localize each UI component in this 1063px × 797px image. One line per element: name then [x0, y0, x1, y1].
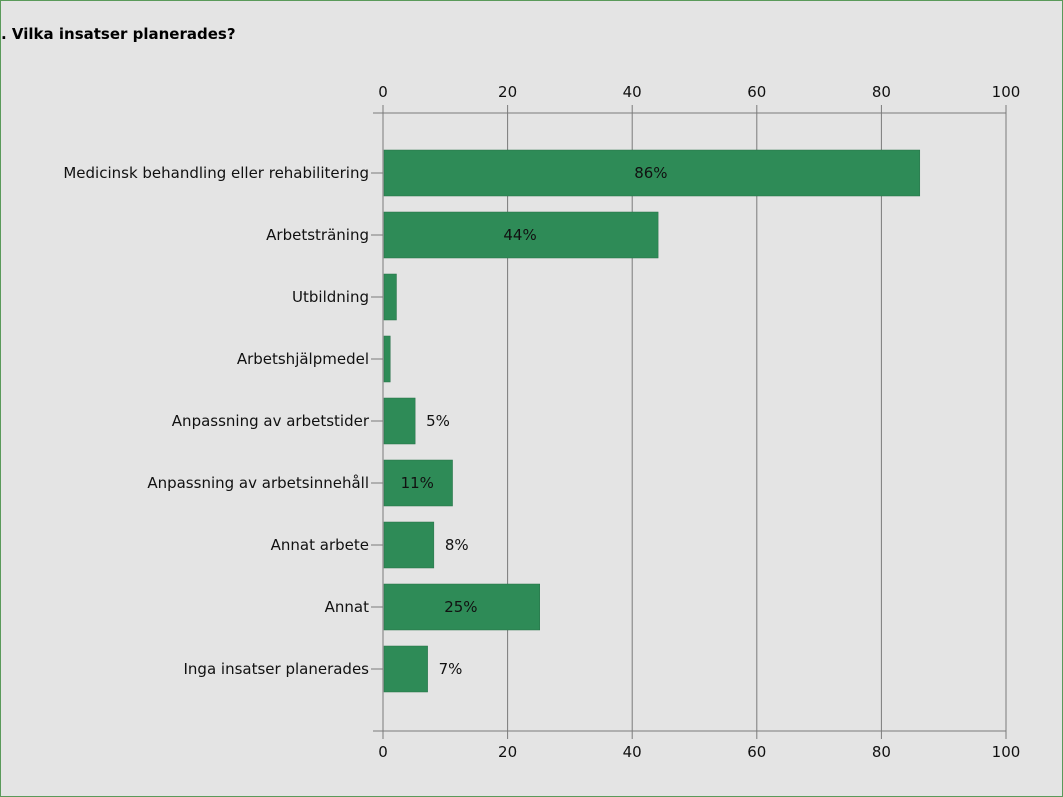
bar: [383, 459, 453, 507]
bar: [383, 397, 416, 445]
bar: [383, 583, 540, 631]
x-tick-label-bottom: 100: [992, 743, 1021, 761]
x-tick-label-top: 60: [747, 83, 766, 101]
data-label: 5%: [426, 412, 450, 430]
x-tick-label-top: 40: [623, 83, 642, 101]
category-label: Inga insatser planerades: [184, 660, 370, 678]
category-label: Annat arbete: [271, 536, 369, 554]
category-label: Medicinsk behandling eller rehabiliterin…: [63, 164, 369, 182]
x-tick-label-bottom: 80: [872, 743, 891, 761]
x-tick-label-bottom: 20: [498, 743, 517, 761]
category-label: Annat: [325, 598, 369, 616]
category-label: Arbetshjälpmedel: [237, 350, 369, 368]
data-label: 7%: [439, 660, 463, 678]
bar: [383, 645, 428, 693]
data-label: 25%: [444, 598, 477, 616]
x-tick-label-top: 0: [378, 83, 388, 101]
bar: [383, 273, 397, 321]
data-label: 8%: [445, 536, 469, 554]
category-label: Arbetsträning: [266, 226, 369, 244]
x-tick-label-top: 100: [992, 83, 1021, 101]
category-label: Anpassning av arbetsinnehåll: [147, 474, 369, 492]
x-tick-label-top: 20: [498, 83, 517, 101]
category-label: Anpassning av arbetstider: [172, 412, 370, 430]
x-tick-label-bottom: 40: [623, 743, 642, 761]
x-tick-label-top: 80: [872, 83, 891, 101]
bar: [383, 149, 921, 197]
bar: [383, 521, 435, 569]
bar: [383, 335, 391, 383]
x-tick-label-bottom: 0: [378, 743, 388, 761]
data-label: 44%: [503, 226, 536, 244]
bar: [383, 211, 659, 259]
data-label: 11%: [401, 474, 434, 492]
data-label: 86%: [634, 164, 667, 182]
chart-title: . Vilka insatser planerades?: [1, 25, 236, 43]
category-label: Utbildning: [292, 288, 369, 306]
x-tick-label-bottom: 60: [747, 743, 766, 761]
